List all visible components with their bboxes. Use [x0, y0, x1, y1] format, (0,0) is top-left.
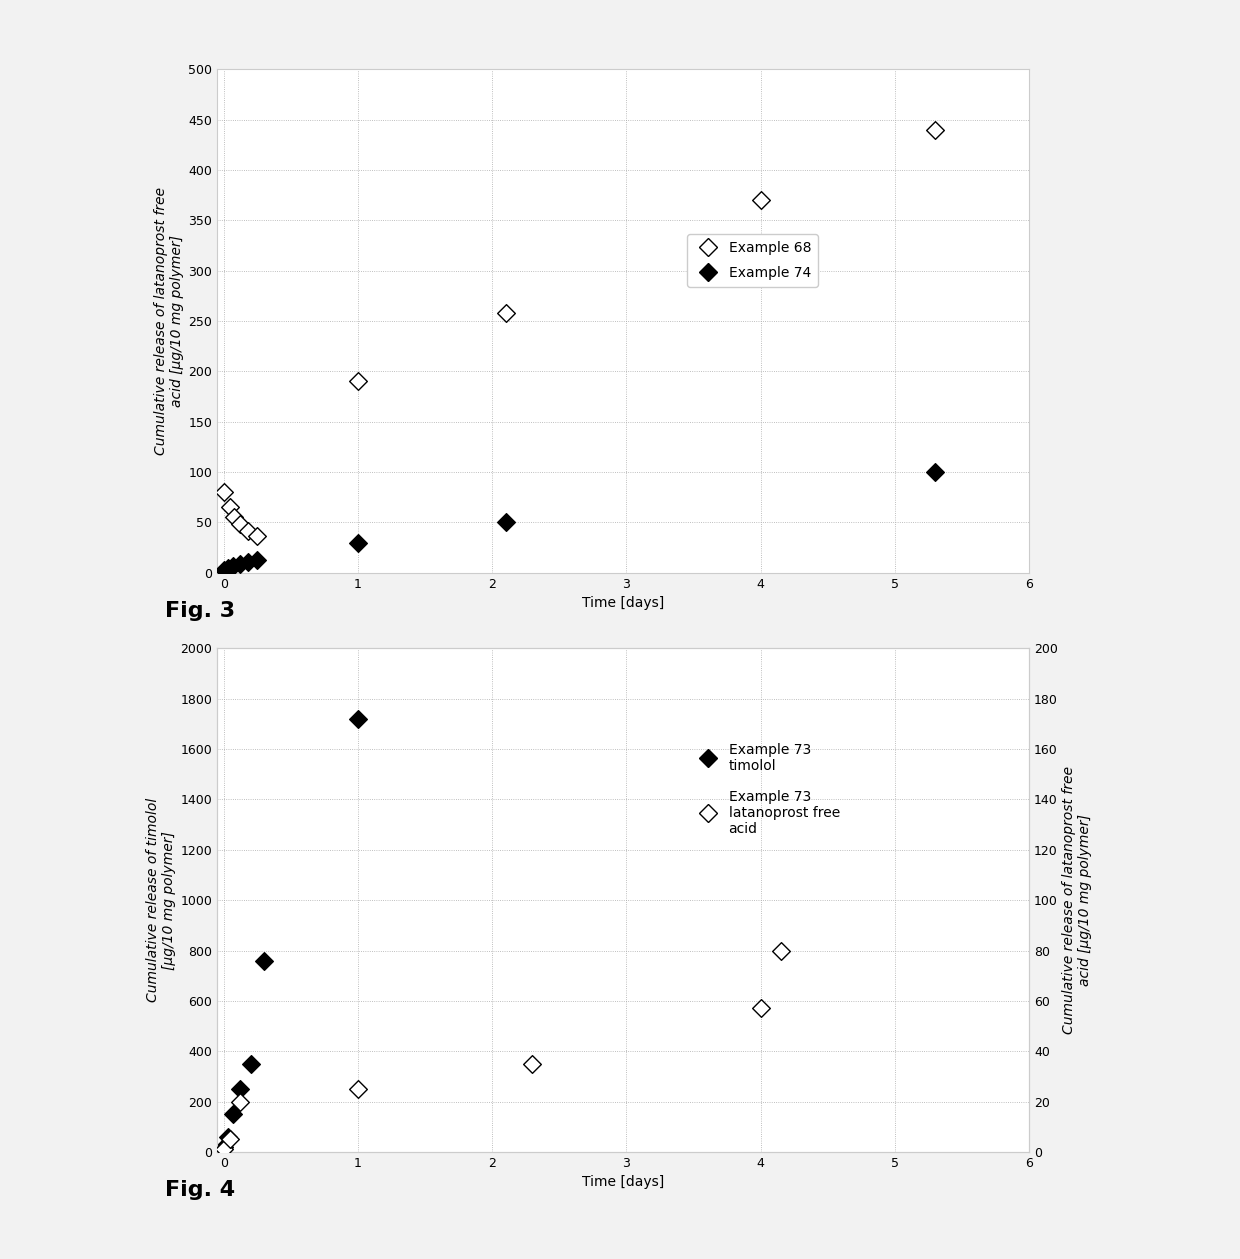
Point — [229, 515, 249, 535]
Point — [223, 1104, 243, 1124]
Point — [348, 371, 368, 392]
Point — [221, 1129, 241, 1149]
Point — [241, 1054, 260, 1074]
Point — [218, 1127, 238, 1147]
Point — [348, 1079, 368, 1099]
Point — [348, 709, 368, 729]
Point — [223, 555, 243, 575]
Point — [221, 497, 241, 517]
Point — [750, 998, 770, 1019]
Point — [750, 190, 770, 210]
Point — [224, 507, 244, 528]
Y-axis label: Cumulative release of timolol
[µg/10 mg polymer]: Cumulative release of timolol [µg/10 mg … — [146, 798, 176, 1002]
Point — [247, 525, 267, 545]
Legend: Example 68, Example 74: Example 68, Example 74 — [687, 234, 818, 287]
Point — [925, 462, 945, 482]
Y-axis label: Cumulative release of latanoprost free
acid [µg/10 mg polymer]: Cumulative release of latanoprost free a… — [154, 188, 184, 454]
Point — [238, 551, 258, 572]
Y-axis label: Cumulative release of latanoprost free
acid [µg/10 mg polymer]: Cumulative release of latanoprost free a… — [1063, 767, 1092, 1034]
Text: Fig. 4: Fig. 4 — [165, 1180, 236, 1200]
Point — [213, 1137, 233, 1157]
Point — [925, 120, 945, 140]
Point — [218, 558, 238, 578]
Text: Fig. 3: Fig. 3 — [165, 601, 236, 621]
Legend: Example 73
timolol, Example 73
latanoprost free
acid: Example 73 timolol, Example 73 latanopro… — [687, 735, 847, 844]
Point — [213, 482, 233, 502]
Point — [254, 951, 274, 971]
Point — [771, 940, 791, 961]
X-axis label: Time [days]: Time [days] — [582, 597, 665, 611]
Point — [348, 533, 368, 553]
Point — [522, 1054, 542, 1074]
Point — [229, 1092, 249, 1112]
Point — [238, 520, 258, 540]
Point — [247, 550, 267, 570]
Point — [213, 560, 233, 580]
X-axis label: Time [days]: Time [days] — [582, 1176, 665, 1190]
Point — [229, 554, 249, 574]
Point — [229, 1079, 249, 1099]
Point — [496, 303, 516, 324]
Point — [496, 512, 516, 533]
Point — [213, 1139, 233, 1160]
